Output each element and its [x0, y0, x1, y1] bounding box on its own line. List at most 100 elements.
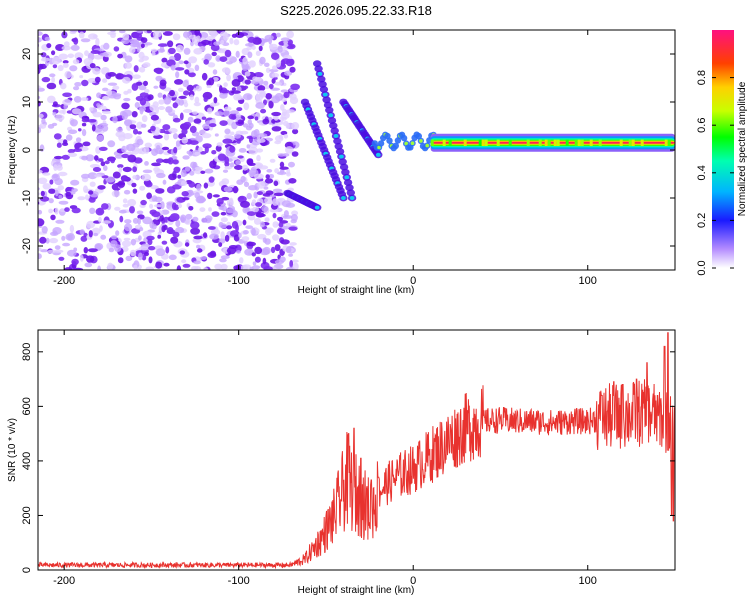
- noise-blob: [236, 107, 243, 112]
- noise-blob: [261, 205, 269, 212]
- noise-blob: [245, 225, 253, 230]
- noise-blob: [151, 195, 158, 202]
- noise-blob: [190, 227, 201, 235]
- branch-core: [349, 196, 355, 200]
- snr-series-line: [38, 332, 675, 570]
- noise-blob: [175, 71, 180, 79]
- noise-blob: [229, 110, 239, 115]
- noise-blob: [141, 115, 148, 123]
- noise-blob: [253, 72, 264, 78]
- y-tick-label: 800: [21, 343, 33, 361]
- noise-blob: [247, 51, 253, 59]
- noise-blob: [274, 168, 279, 174]
- noise-blob: [40, 196, 50, 202]
- noise-blob: [216, 198, 224, 205]
- noise-blob: [251, 252, 256, 257]
- noise-blob: [289, 242, 297, 246]
- noise-blob: [121, 153, 130, 159]
- noise-blob: [51, 50, 56, 56]
- branch-blob: [314, 65, 323, 73]
- noise-blob: [204, 168, 214, 174]
- noise-blob: [100, 161, 106, 167]
- carrier-texture: [496, 139, 500, 146]
- noise-blob: [251, 265, 261, 270]
- transition-blob: [386, 137, 393, 144]
- carrier-texture: [598, 139, 602, 146]
- noise-blob: [39, 144, 45, 152]
- noise-blob: [140, 43, 145, 49]
- noise-blob: [64, 207, 70, 213]
- noise-blob: [65, 134, 73, 141]
- noise-blob: [202, 143, 212, 149]
- noise-blob: [194, 64, 200, 72]
- noise-blob: [254, 173, 264, 180]
- noise-blob: [38, 31, 43, 37]
- noise-blob: [81, 173, 90, 179]
- noise-blob: [38, 113, 44, 119]
- noise-blob: [289, 66, 296, 73]
- branch-core: [328, 113, 334, 118]
- noise-blob: [117, 164, 124, 169]
- carrier-texture: [547, 139, 551, 146]
- noise-blob: [255, 212, 265, 218]
- noise-blob: [126, 143, 136, 152]
- noise-blob: [173, 133, 178, 140]
- noise-blob: [229, 197, 234, 206]
- noise-blob: [258, 45, 263, 52]
- noise-blob: [194, 151, 201, 156]
- noise-blob: [225, 61, 233, 65]
- noise-blob: [288, 226, 298, 231]
- noise-blob: [155, 70, 163, 75]
- noise-blob: [255, 202, 263, 207]
- noise-blob: [175, 219, 181, 228]
- noise-blob: [194, 192, 200, 199]
- noise-blob: [248, 146, 259, 155]
- branch-blob: [318, 80, 327, 88]
- noise-blob: [189, 125, 197, 133]
- noise-blob: [176, 265, 182, 270]
- noise-blob: [246, 211, 256, 217]
- noise-blob: [245, 125, 253, 131]
- noise-blob: [278, 46, 283, 53]
- colorbar-gradient: [712, 30, 734, 268]
- noise-blob: [254, 77, 262, 82]
- noise-blob: [165, 106, 173, 113]
- noise-blob: [73, 96, 82, 103]
- noise-blob: [64, 70, 72, 79]
- carrier-texture: [526, 139, 530, 146]
- noise-blob: [115, 154, 124, 159]
- x-tick-label: 100: [579, 575, 597, 587]
- transition-core: [419, 139, 423, 143]
- noise-blob: [51, 76, 55, 84]
- noise-blob: [107, 72, 117, 77]
- noise-blob: [124, 223, 133, 232]
- noise-blob: [75, 137, 82, 143]
- noise-blob: [275, 32, 281, 38]
- noise-blob: [78, 31, 85, 39]
- noise-blob: [194, 30, 201, 35]
- noise-blob: [132, 175, 137, 180]
- noise-blob: [122, 198, 128, 204]
- noise-blob: [81, 122, 87, 127]
- noise-blob: [176, 44, 184, 53]
- noise-blob: [224, 49, 232, 58]
- noise-blob: [145, 266, 154, 270]
- noise-blob: [134, 102, 140, 109]
- snr-x-label: Height of straight line (km): [298, 585, 415, 596]
- noise-blob: [222, 138, 233, 144]
- noise-blob: [135, 30, 144, 33]
- noise-blob: [79, 75, 84, 79]
- noise-blob: [167, 40, 174, 48]
- noise-blob: [80, 235, 88, 242]
- noise-blob: [274, 116, 279, 121]
- noise-blob: [140, 37, 148, 43]
- noise-blob: [220, 211, 227, 216]
- noise-blob: [192, 111, 198, 115]
- noise-blob: [193, 118, 202, 124]
- noise-blob: [268, 37, 273, 45]
- noise-blob: [38, 187, 40, 191]
- noise-blob: [221, 178, 230, 185]
- noise-blob: [276, 227, 285, 235]
- noise-blob: [69, 30, 79, 33]
